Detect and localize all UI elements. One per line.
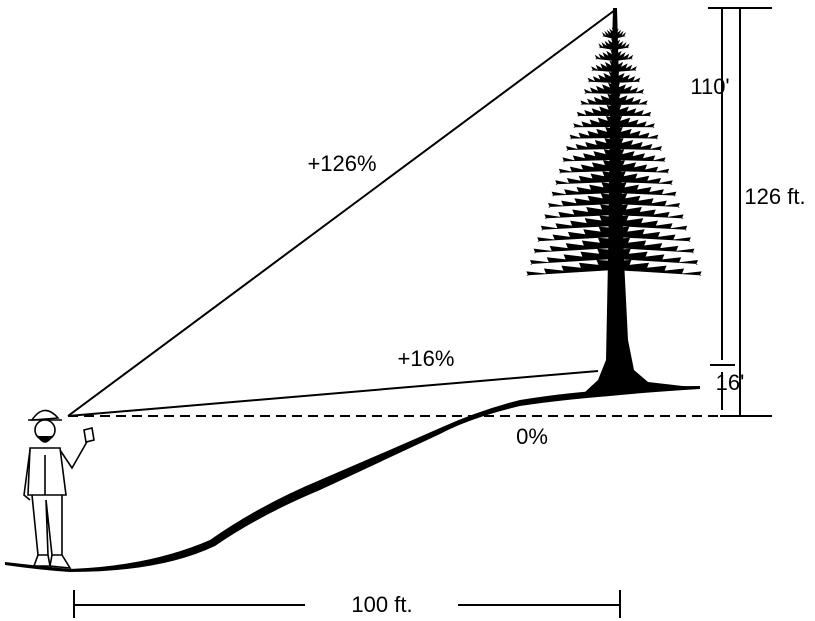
tree-branch (614, 171, 673, 186)
tree-branch (614, 226, 691, 243)
tree-branch (594, 49, 614, 61)
slope-top-label: +126% (307, 151, 376, 176)
distance-dimension (73, 590, 621, 618)
tree-branch (614, 126, 659, 140)
tree-branch (614, 204, 684, 220)
tree-branch (566, 138, 614, 151)
tree-branches (526, 27, 702, 277)
height-above-label: 110' (690, 74, 729, 99)
tree-branch (548, 193, 614, 208)
tree-branch (540, 215, 614, 231)
tree-branch (598, 38, 614, 50)
tree-branch (530, 248, 614, 265)
tree-branch (614, 49, 634, 61)
tree-branch (614, 215, 688, 231)
tree-branch (537, 226, 614, 243)
tree-branch (569, 126, 614, 140)
tree-branch (562, 149, 614, 163)
tree-branch (614, 248, 698, 265)
tree-branch (526, 259, 614, 277)
tree-branch (614, 93, 648, 106)
tree-branch (614, 104, 652, 117)
tree-branch (614, 149, 666, 163)
tree-branch (587, 71, 614, 83)
tree-branch (614, 182, 677, 197)
sight-line-base (67, 370, 599, 417)
tree-branch (573, 115, 614, 129)
distance-label: 100 ft. (351, 592, 412, 617)
tree-branch (614, 160, 670, 174)
tree-branch (576, 104, 614, 117)
tree-branch (584, 82, 614, 94)
tree-branch (614, 60, 637, 72)
ground (5, 386, 700, 572)
tree-branch (555, 171, 614, 186)
tree-branch (614, 82, 644, 94)
slope-level-label: 0% (516, 424, 548, 449)
height-dimension (708, 7, 772, 417)
tree-branch (591, 60, 614, 72)
tree-branch (614, 193, 680, 208)
tree-branch (614, 115, 655, 129)
tree-branch (551, 182, 614, 197)
height-below-label: 16' (716, 370, 745, 395)
slope-base-label: +16% (398, 346, 455, 371)
tree-branch (558, 160, 614, 174)
tree-branch (602, 27, 614, 39)
tree-branch (614, 27, 626, 39)
person (23, 409, 95, 569)
tree-branch (614, 237, 695, 254)
tree-branch (544, 204, 614, 220)
total-height-label: 126 ft. (744, 184, 805, 209)
tree-branch (614, 138, 662, 151)
tree-branch (580, 93, 614, 106)
tree-branch (533, 237, 614, 254)
tree-branch (614, 71, 641, 83)
sight-line-top (67, 9, 616, 417)
tree-branch (614, 259, 702, 277)
tree-branch (614, 38, 630, 50)
